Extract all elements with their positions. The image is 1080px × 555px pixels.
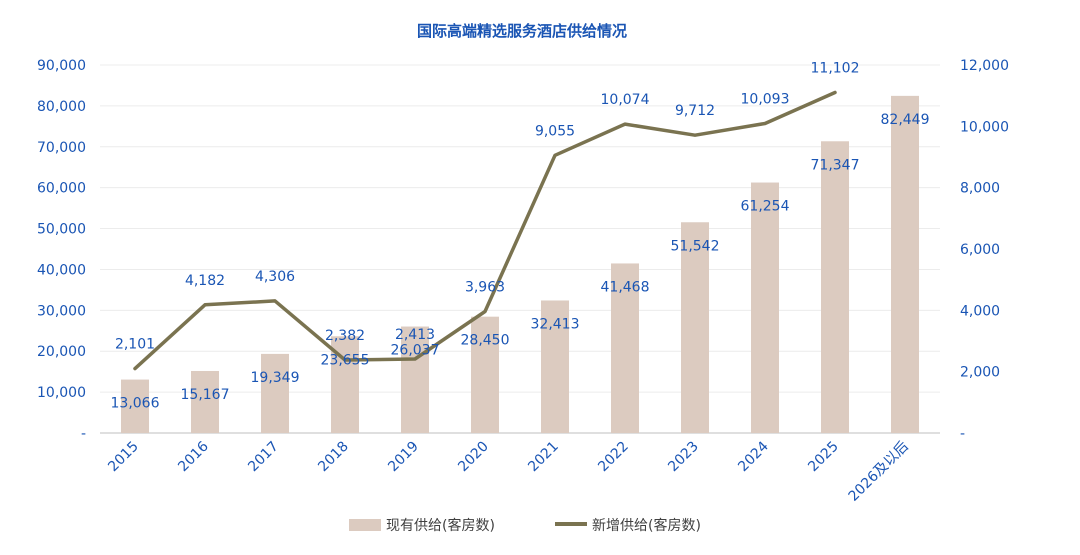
- bar-data-labels: 13,066 15,167 19,349 23,655 26,037 28,450 32,4…: [111, 112, 930, 412]
- right-tick-label: 6,000: [960, 242, 1000, 258]
- left-tick-label: 30,000: [37, 303, 86, 319]
- right-axis: - 2,000 4,000 6,000 8,000 10,000 12,000: [960, 58, 1009, 442]
- bar: [541, 300, 569, 433]
- bar-data-label: 51,542: [671, 238, 720, 254]
- line-data-label: 10,093: [741, 91, 790, 107]
- right-tick-label: 12,000: [960, 58, 1009, 74]
- bar-data-label: 61,254: [741, 199, 790, 215]
- line-data-label: 3,963: [465, 279, 505, 295]
- left-tick-label: 60,000: [37, 181, 86, 197]
- bar-data-label: 82,449: [881, 112, 930, 128]
- left-tick-label: 90,000: [37, 58, 86, 74]
- line-data-label: 10,074: [601, 92, 650, 108]
- line-data-label: 4,306: [255, 269, 295, 285]
- bar-data-label: 23,655: [321, 352, 370, 368]
- bar: [681, 222, 709, 433]
- bar: [611, 263, 639, 433]
- x-tick-label: 2022: [595, 439, 632, 476]
- x-axis: 2015 2016 2017 2018 2019 2020 2021 2022 2023 2024…: [105, 438, 912, 504]
- left-tick-label: 50,000: [37, 222, 86, 238]
- legend-label-bar: 现有供给(客房数): [386, 517, 495, 534]
- right-tick-label: 4,000: [960, 303, 1000, 319]
- bar: [821, 141, 849, 433]
- line-data-label: 4,182: [185, 273, 225, 289]
- line-data-label: 11,102: [811, 61, 860, 77]
- bar-series: [121, 95, 919, 434]
- x-tick-label: 2021: [525, 439, 562, 476]
- left-axis: - 10,000 20,000 30,000 40,000 50,000 60,000 70,…: [37, 58, 86, 442]
- left-tick-label: -: [81, 426, 86, 442]
- bar-data-label: 13,066: [111, 396, 160, 412]
- bar: [751, 182, 779, 433]
- bar-data-label: 32,413: [531, 316, 580, 332]
- left-tick-label: 20,000: [37, 344, 86, 360]
- bar-data-label: 15,167: [181, 387, 230, 403]
- bar: [191, 370, 219, 433]
- bar: [261, 353, 289, 433]
- x-tick-label: 2025: [805, 439, 842, 476]
- bar: [471, 316, 499, 433]
- x-tick-label: 2016: [175, 438, 212, 475]
- chart-title: 国际高端精选服务酒店供给情况: [417, 22, 627, 40]
- x-tick-label: 2023: [665, 439, 702, 476]
- right-tick-label: 10,000: [960, 119, 1009, 135]
- line-data-label: 2,382: [325, 328, 365, 344]
- x-tick-label: 2020: [455, 439, 492, 476]
- x-tick-label: 2024: [735, 438, 772, 475]
- legend-swatch-bar: [349, 519, 381, 531]
- bar: [401, 326, 429, 433]
- right-tick-label: 8,000: [960, 181, 1000, 197]
- gridlines: [100, 64, 940, 434]
- line-data-label: 2,101: [115, 337, 155, 353]
- legend-label-line: 新增供给(客房数): [592, 517, 701, 534]
- left-tick-label: 80,000: [37, 99, 86, 115]
- bar-data-label: 26,037: [391, 343, 440, 359]
- x-tick-label: 2018: [315, 439, 352, 476]
- bar-data-label: 28,450: [461, 333, 510, 349]
- x-tick-label: 2026及以后: [846, 439, 912, 505]
- line-data-label: 2,413: [395, 327, 435, 343]
- line-series: [133, 90, 837, 371]
- x-tick-label: 2019: [385, 439, 422, 476]
- left-tick-label: 10,000: [37, 385, 86, 401]
- right-tick-label: 2,000: [960, 365, 1000, 381]
- left-tick-label: 70,000: [37, 140, 86, 156]
- right-tick-label: -: [960, 426, 965, 442]
- line-data-label: 9,712: [675, 103, 715, 119]
- left-tick-label: 40,000: [37, 262, 86, 278]
- bar-data-label: 41,468: [601, 279, 650, 295]
- x-tick-label: 2017: [245, 439, 282, 476]
- legend: 现有供给(客房数) 新增供给(客房数): [349, 517, 701, 534]
- bar-data-label: 19,349: [251, 370, 300, 386]
- bar: [121, 379, 149, 433]
- x-tick-label: 2015: [105, 439, 142, 476]
- bar-data-label: 71,347: [811, 157, 860, 173]
- line-data-labels: 2,101 4,182 4,306 2,382 2,413 3,963 9,055 10,07…: [115, 61, 860, 353]
- line-data-label: 9,055: [535, 123, 575, 139]
- bar: [891, 95, 919, 434]
